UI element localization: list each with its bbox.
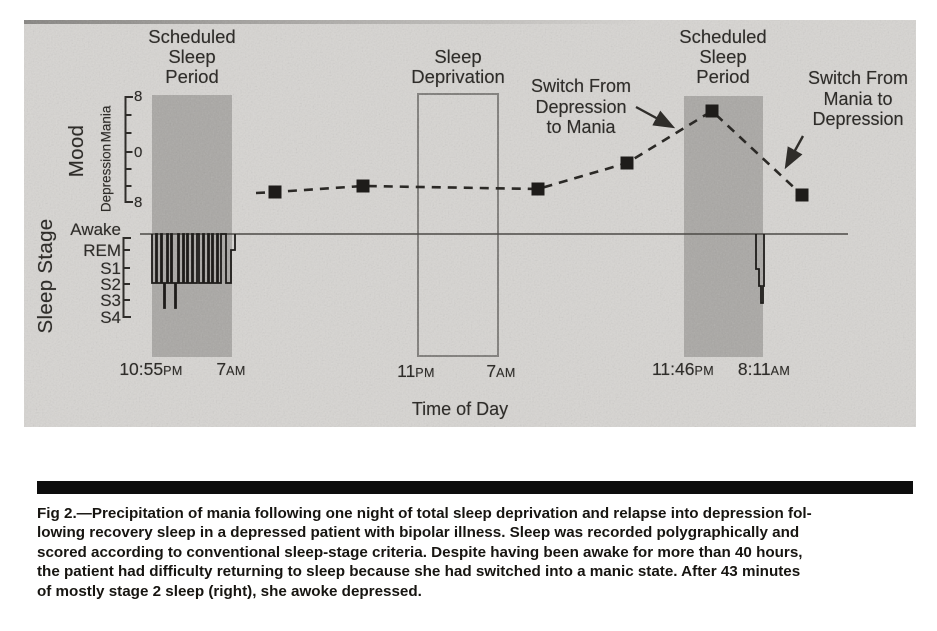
caption-line: scored according to conventional sleep-s… (37, 543, 803, 561)
mood-data-point (356, 179, 370, 193)
annotation-arrow-1 (635, 105, 676, 129)
hypnogram-trace-2 (755, 234, 765, 304)
data-layer (140, 104, 848, 309)
caption-line: the patient had difficulty returning to … (37, 563, 801, 581)
annotation-arrow-2 (784, 135, 805, 170)
chart-canvas (122, 96, 848, 318)
sleep-stage-axis-bracket (122, 237, 131, 318)
figure-caption: Fig 2.—Precipitation of mania following … (37, 504, 915, 601)
caption-line: of mostly stage 2 sleep (right), she awo… (37, 582, 422, 600)
mood-data-point (268, 185, 282, 199)
mood-axis-bracket (124, 96, 133, 203)
mood-dashed-line (255, 109, 803, 196)
mood-data-point (705, 104, 719, 118)
mood-data-point (531, 182, 545, 196)
separator-bar (37, 481, 913, 494)
caption-line: Fig 2.—Precipitation of mania following … (37, 505, 812, 522)
mood-data-point (795, 188, 809, 202)
hypnogram-trace-1 (151, 233, 236, 309)
mood-data-point (620, 156, 634, 170)
caption-line: lowing recovery sleep in a depressed pat… (37, 524, 800, 542)
